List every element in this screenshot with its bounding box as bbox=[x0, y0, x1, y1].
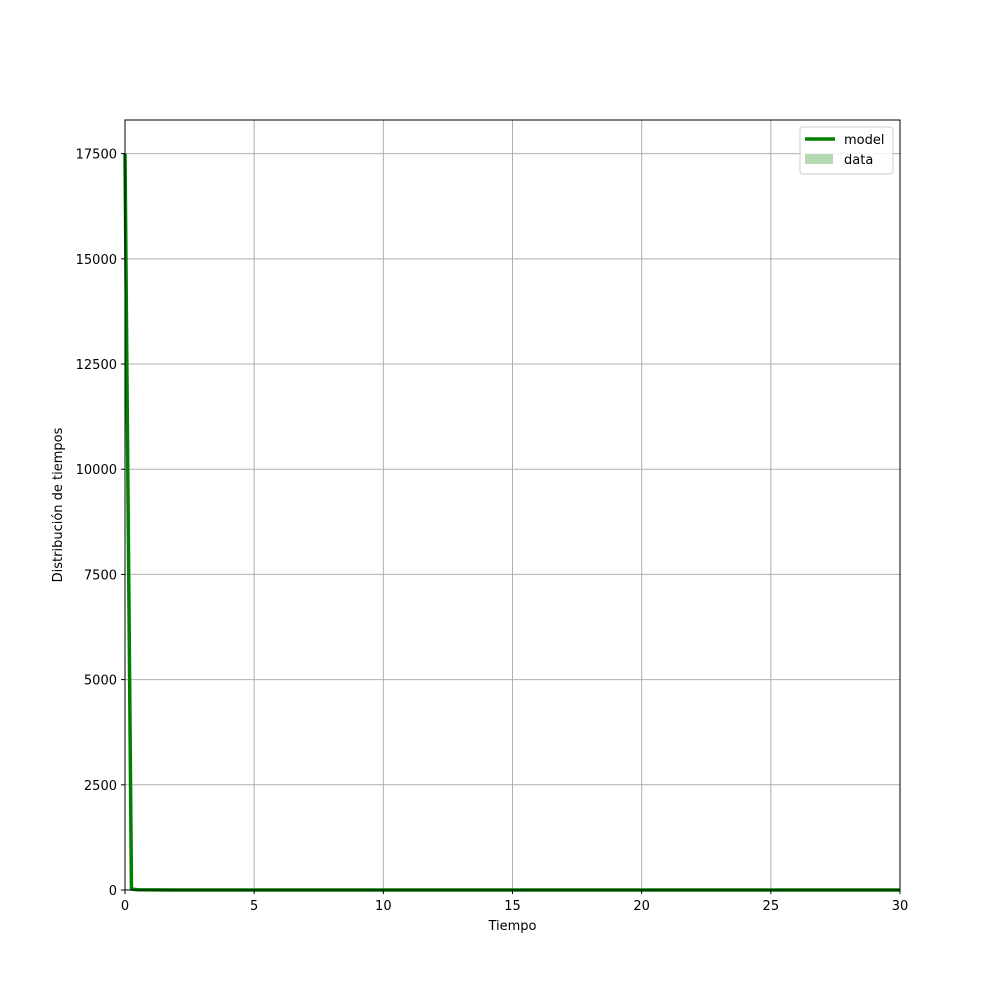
y-tick-label: 12500 bbox=[76, 358, 117, 373]
y-tick-label: 10000 bbox=[76, 463, 117, 478]
axis-ticks: 0 5 10 15 20 25 30 0 2500 5000 7500 10000 12500 15000… bbox=[76, 148, 909, 914]
legend: model data bbox=[799, 126, 894, 175]
x-tick-label: 30 bbox=[892, 899, 909, 914]
y-tick-label: 0 bbox=[109, 884, 117, 899]
y-tick-label: 15000 bbox=[76, 253, 117, 268]
legend-label-data: data bbox=[844, 153, 873, 168]
x-tick-label: 20 bbox=[633, 899, 650, 914]
legend-label-model: model bbox=[844, 133, 884, 148]
x-tick-label: 0 bbox=[121, 899, 129, 914]
x-axis-label: Tiempo bbox=[487, 919, 536, 934]
x-tick-label: 15 bbox=[504, 899, 521, 914]
y-tick-label: 2500 bbox=[84, 779, 117, 794]
x-tick-label: 25 bbox=[763, 899, 780, 914]
y-axis-label: Distribución de tiempos bbox=[51, 427, 66, 582]
y-tick-label: 7500 bbox=[84, 568, 117, 583]
x-tick-label: 10 bbox=[375, 899, 392, 914]
y-tick-label: 5000 bbox=[84, 674, 117, 689]
x-tick-label: 5 bbox=[250, 899, 258, 914]
legend-swatch-data bbox=[805, 154, 833, 164]
y-tick-label: 17500 bbox=[76, 148, 117, 163]
